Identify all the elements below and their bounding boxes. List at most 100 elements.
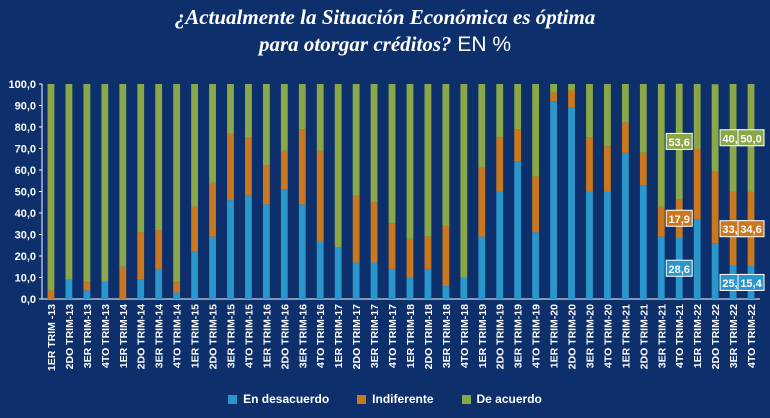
bar-desacuerdo [568, 107, 575, 300]
x-tick-label: 2DO TRIM-16 [279, 304, 291, 370]
y-tick-label: 40,0 [15, 208, 36, 220]
x-tick-label: 4TO TRIM-22 [746, 304, 758, 368]
bar-indiferente [621, 122, 629, 153]
bar-indiferente [352, 195, 360, 263]
bar-desacuerdo [155, 268, 163, 299]
x-tick-label: 4TO TRIM-20 [602, 304, 614, 368]
bar-acuerdo [334, 84, 342, 248]
bar-desacuerdo [209, 236, 216, 299]
bar-indiferente [262, 165, 270, 205]
data-label-box-acuerdo [737, 129, 765, 147]
bar-acuerdo [550, 84, 557, 93]
bar-desacuerdo [101, 281, 109, 299]
x-tick-label: 2DO TRIM-22 [710, 304, 722, 370]
y-tick-label: 30,0 [15, 230, 36, 242]
bar-acuerdo [604, 84, 611, 147]
x-tick-label: 3ER TRIM-20 [584, 304, 596, 368]
x-tick-label: 4TO TRIM-14 [172, 304, 184, 368]
bar-desacuerdo [693, 219, 701, 299]
y-tick-label: 80,0 [15, 122, 36, 134]
x-tick-label: 1ER TRIM-16 [261, 304, 273, 368]
x-tick-label: 3ER TRIM-18 [441, 304, 453, 368]
legend-item-desacuerdo: En desacuerdo [228, 392, 329, 406]
bar-acuerdo [657, 84, 665, 207]
bar-indiferente [693, 148, 701, 220]
legend-swatch-desacuerdo [228, 394, 238, 404]
bar-acuerdo [119, 84, 127, 267]
bar-indiferente [639, 152, 647, 186]
x-tick-label: 3ER TRIM-17 [369, 304, 381, 368]
bar-desacuerdo [137, 279, 145, 299]
bar-desacuerdo [442, 286, 450, 299]
x-tick-label: 1ER TRIM-18 [405, 304, 417, 368]
bar-acuerdo [621, 84, 629, 123]
bar-acuerdo [478, 84, 486, 168]
x-tick-label: 4TO TRIM-17 [387, 304, 399, 368]
bar-indiferente [155, 230, 163, 269]
bar-desacuerdo [478, 236, 486, 299]
bar-acuerdo [693, 84, 701, 149]
bar-indiferente [568, 90, 575, 108]
bar-desacuerdo [262, 204, 270, 299]
legend-swatch-indiferente [357, 394, 367, 404]
bar-desacuerdo [352, 262, 360, 299]
bar-acuerdo [370, 84, 378, 203]
data-label-acuerdo: 50,0 [740, 133, 761, 145]
bar-desacuerdo [711, 243, 719, 299]
x-tick-label: 3ER TRIM-15 [225, 304, 237, 368]
y-tick-label: 70,0 [15, 144, 36, 156]
chart-title-line-1: ¿Actualmente la Situación Económica es ó… [174, 5, 596, 29]
bar-desacuerdo [334, 247, 342, 299]
bar-desacuerdo [173, 292, 181, 299]
bar-indiferente [298, 129, 306, 205]
y-tick-label: 90,0 [15, 101, 36, 113]
bar-acuerdo [460, 84, 468, 278]
bar-desacuerdo [298, 204, 306, 299]
chart-title-line-2: para otorgar créditos? EN % [0, 31, 770, 58]
bar-acuerdo [101, 84, 109, 282]
x-tick-label: 3ER TRIM-22 [728, 304, 740, 368]
y-tick-label: 0,0 [21, 294, 36, 306]
bar-desacuerdo [388, 268, 396, 299]
y-tick-label: 20,0 [15, 251, 36, 263]
bar-indiferente [388, 223, 396, 269]
bar-indiferente [496, 137, 504, 192]
x-tick-label: 2DO TRIM-21 [638, 304, 650, 370]
bar-indiferente [370, 202, 378, 263]
x-tick-label: 1ER TRIM-19 [477, 304, 489, 368]
y-tick-label: 60,0 [15, 165, 36, 177]
bar-indiferente [514, 129, 522, 162]
bar-desacuerdo [514, 161, 522, 299]
bar-desacuerdo [496, 191, 504, 299]
bar-indiferente [424, 236, 432, 269]
x-tick-label: 1ER TRIM -13 [46, 304, 58, 371]
bar-acuerdo [711, 84, 719, 172]
bar-desacuerdo [550, 101, 557, 299]
bar-acuerdo [496, 84, 504, 138]
x-tick-label: 2DO TRIM-19 [495, 304, 507, 370]
legend-item-acuerdo: De acuerdo [461, 392, 542, 406]
bar-indiferente [406, 238, 414, 278]
x-tick-label: 1ER TRIM-14 [118, 304, 130, 368]
bar-acuerdo [245, 84, 252, 138]
bar-acuerdo [298, 84, 306, 130]
x-tick-label: 2DO TRIM-14 [136, 304, 148, 370]
bar-indiferente [604, 146, 611, 192]
data-label-box-acuerdo [665, 132, 693, 150]
legend-item-indiferente: Indiferente [357, 392, 434, 406]
bar-acuerdo [155, 84, 163, 231]
data-label-box-indiferente [665, 209, 693, 227]
y-tick-label: 100,0 [8, 79, 36, 91]
bar-acuerdo [47, 84, 55, 291]
chart-legend: En desacuerdo Indiferente De acuerdo [0, 392, 770, 406]
x-tick-label: 4TO TRIM-13 [100, 304, 112, 368]
bar-acuerdo [442, 84, 450, 226]
bar-desacuerdo [191, 251, 198, 299]
data-label-box-desacuerdo [665, 259, 693, 277]
x-tick-label: 3ER TRIM-16 [297, 304, 309, 368]
bar-desacuerdo [621, 152, 629, 299]
bar-indiferente [550, 92, 557, 102]
data-label-acuerdo: 53,6 [669, 137, 690, 149]
bar-desacuerdo [316, 240, 324, 299]
x-tick-label: 2DO TRIM-17 [351, 304, 363, 370]
